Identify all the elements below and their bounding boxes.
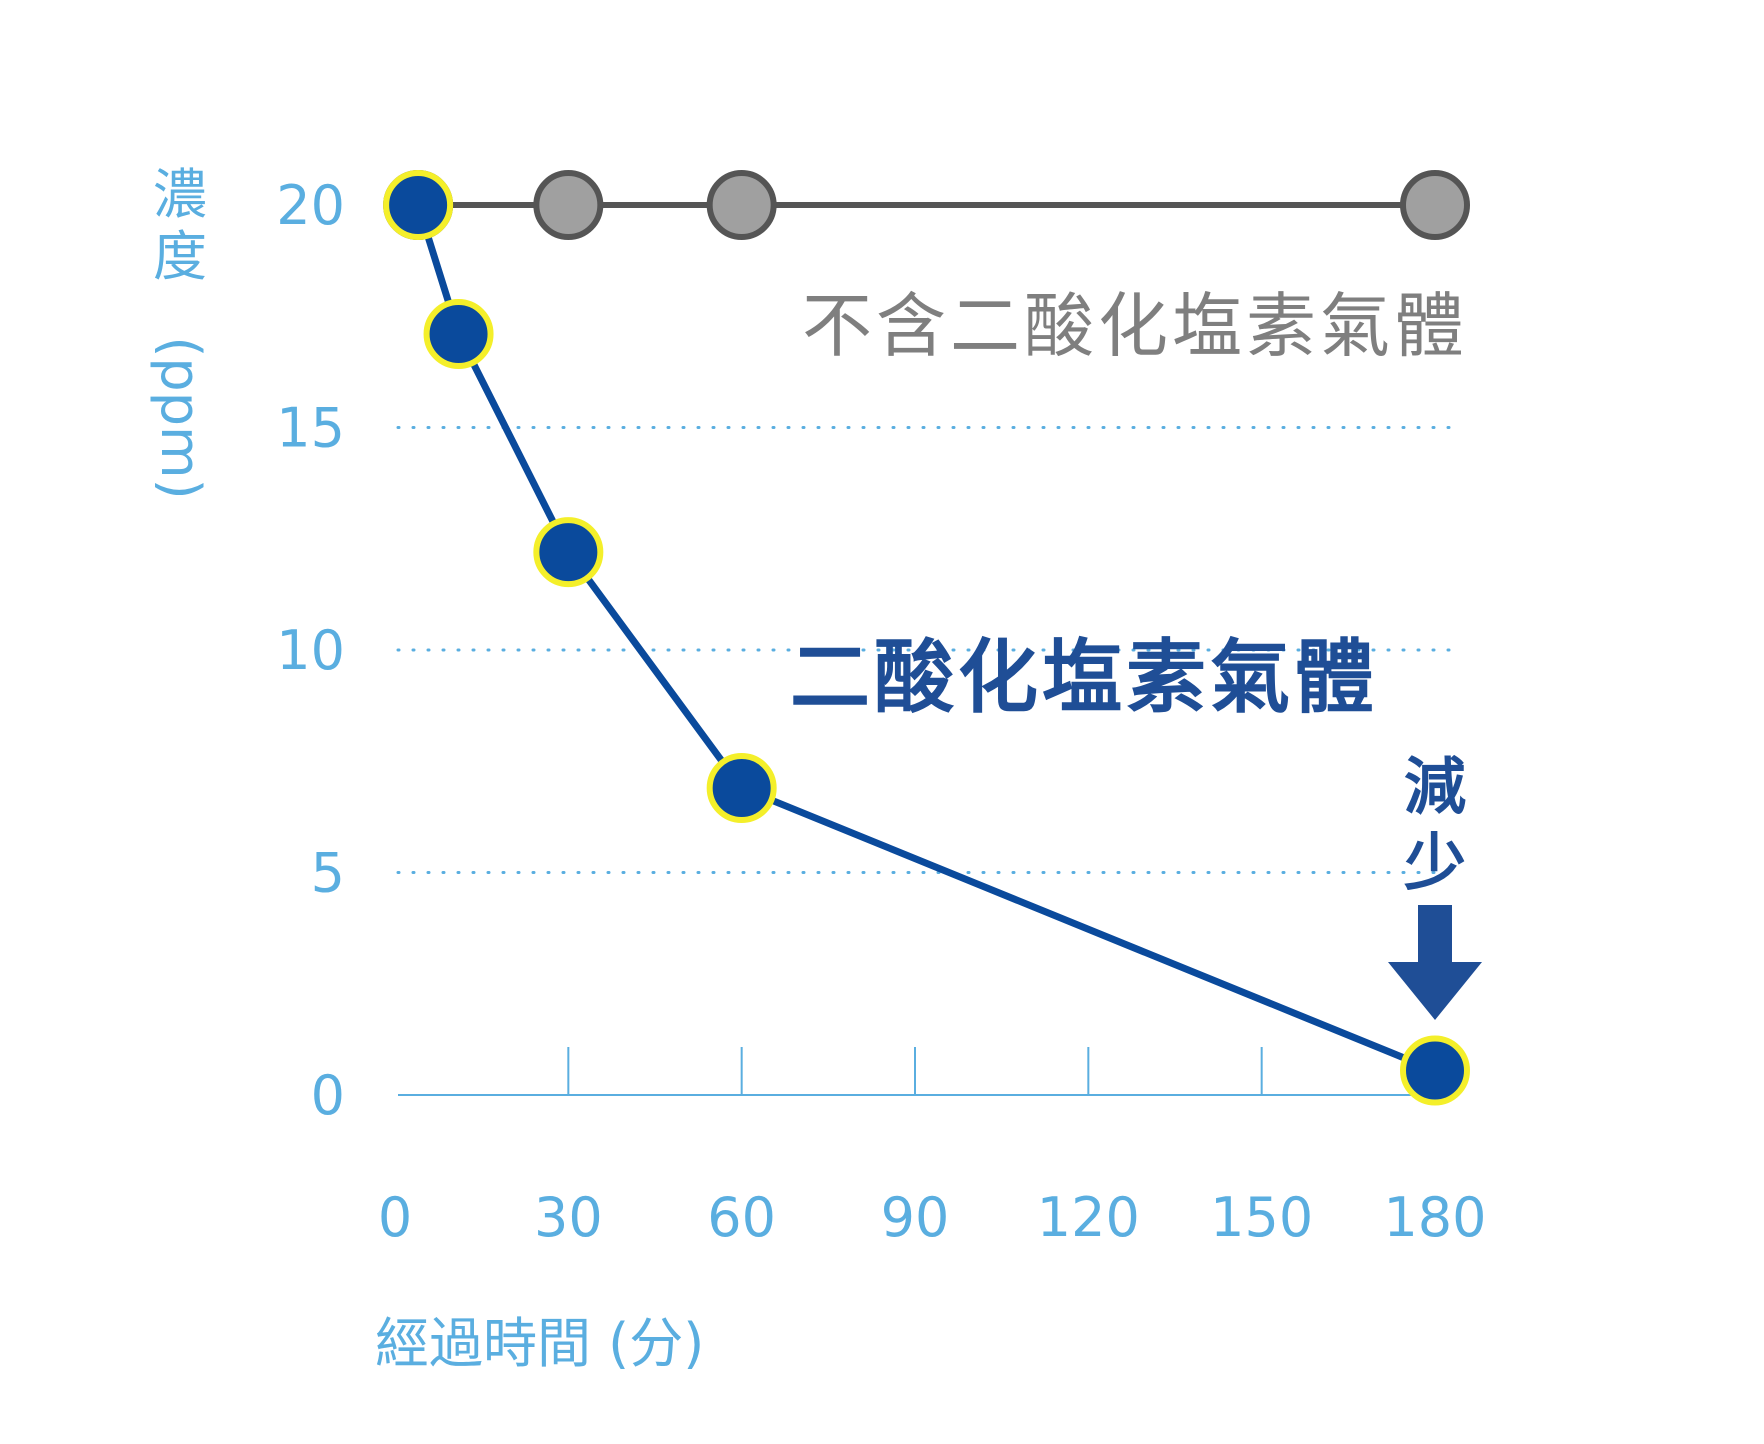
grid-lines bbox=[396, 426, 1452, 874]
arrow-down-icon bbox=[1388, 905, 1482, 1020]
y-axis: 0 5 10 15 20 bbox=[276, 174, 345, 1127]
y-tick-label-5: 5 bbox=[311, 842, 345, 905]
data-point-series1-3 bbox=[706, 752, 777, 823]
annotation-decrease: 減少 bbox=[1388, 750, 1482, 1020]
data-point-series0-3 bbox=[1400, 170, 1470, 240]
y-tick-label-20: 20 bbox=[276, 174, 345, 237]
x-axis-title: 經過時間 (分) bbox=[375, 1312, 704, 1375]
x-tick-label-180: 180 bbox=[1383, 1186, 1486, 1249]
y-tick-label-10: 10 bbox=[276, 619, 345, 682]
x-tick-label-90: 90 bbox=[881, 1186, 950, 1249]
series-label-0: 不含二酸化塩素氣體 bbox=[802, 285, 1468, 367]
data-point-series1-4 bbox=[1400, 1035, 1470, 1106]
data-point-series1-1 bbox=[423, 299, 494, 370]
annotation-char: 減 bbox=[1404, 750, 1466, 823]
y-axis-title-char: 度 bbox=[153, 225, 207, 288]
data-point-series1-0 bbox=[383, 170, 454, 240]
x-tick-label-30: 30 bbox=[534, 1186, 603, 1249]
x-tick-label-60: 60 bbox=[707, 1186, 776, 1249]
y-axis-title-char: 濃 bbox=[153, 163, 207, 226]
series-layer bbox=[383, 170, 1470, 1106]
x-axis: 0 30 60 90 120 150 180 bbox=[378, 1047, 1487, 1249]
annotation-char: 少 bbox=[1404, 826, 1466, 899]
y-axis-unit: (ppm) bbox=[149, 336, 212, 499]
data-point-series0-1 bbox=[533, 170, 604, 240]
y-axis-title: 濃度 (ppm) bbox=[149, 163, 212, 500]
y-tick-label-15: 15 bbox=[276, 397, 345, 460]
x-tick-label-150: 150 bbox=[1210, 1186, 1313, 1249]
data-point-series0-2 bbox=[706, 170, 777, 240]
series-label-1: 二酸化塩素氣體 bbox=[790, 631, 1378, 724]
x-tick-label-120: 120 bbox=[1037, 1186, 1140, 1249]
y-tick-label-0: 0 bbox=[311, 1064, 345, 1127]
data-point-series1-2 bbox=[533, 517, 604, 588]
x-tick-label-0: 0 bbox=[378, 1186, 412, 1249]
